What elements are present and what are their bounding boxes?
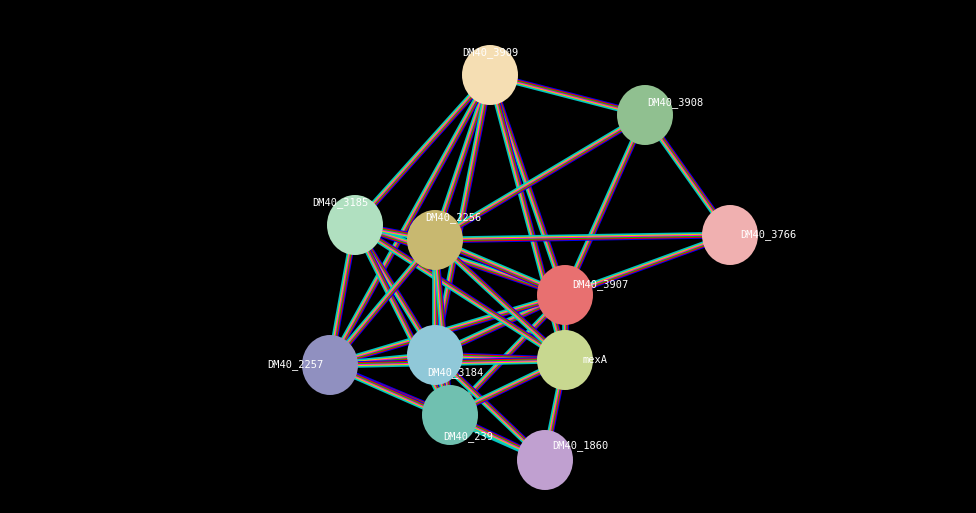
Ellipse shape bbox=[537, 330, 593, 390]
Ellipse shape bbox=[462, 45, 518, 105]
Ellipse shape bbox=[302, 335, 358, 395]
Ellipse shape bbox=[702, 205, 758, 265]
Ellipse shape bbox=[517, 430, 573, 490]
Ellipse shape bbox=[617, 85, 673, 145]
Ellipse shape bbox=[327, 195, 383, 255]
Text: mexA: mexA bbox=[583, 355, 607, 365]
Text: DM40_3184: DM40_3184 bbox=[427, 367, 483, 379]
Text: DM40_3908: DM40_3908 bbox=[647, 97, 703, 108]
Text: DM40_3766: DM40_3766 bbox=[740, 229, 796, 241]
Text: DM40_239: DM40_239 bbox=[443, 431, 493, 442]
Text: DM40_3909: DM40_3909 bbox=[462, 48, 518, 58]
Ellipse shape bbox=[537, 265, 593, 325]
Text: DM40_3907: DM40_3907 bbox=[572, 280, 629, 290]
Ellipse shape bbox=[407, 210, 463, 270]
Ellipse shape bbox=[422, 385, 478, 445]
Text: DM40_2256: DM40_2256 bbox=[425, 212, 481, 224]
Text: DM40_2257: DM40_2257 bbox=[266, 360, 323, 370]
Text: DM40_3185: DM40_3185 bbox=[312, 198, 368, 208]
Text: DM40_1860: DM40_1860 bbox=[551, 441, 608, 451]
Ellipse shape bbox=[407, 325, 463, 385]
